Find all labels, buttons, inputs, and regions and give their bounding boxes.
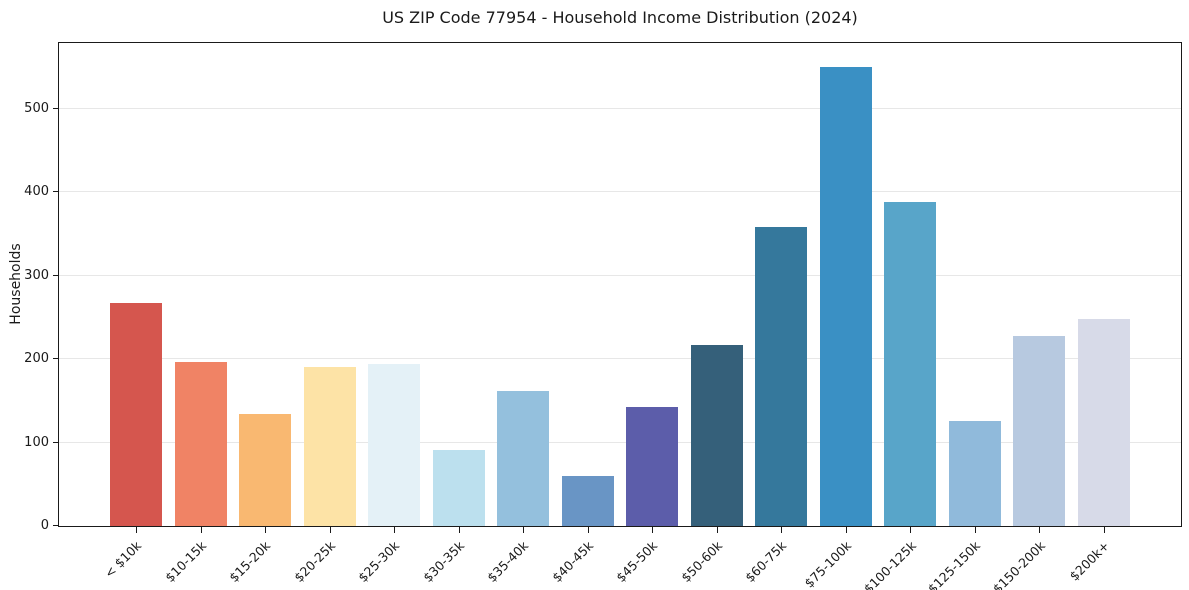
gridline-y-500 <box>59 108 1181 109</box>
bar-20-25k <box>303 367 356 526</box>
bar-15-20k <box>239 414 291 526</box>
x-tick-label: $35-40k <box>484 538 532 586</box>
plot-area: 0 100 200 300 400 500 < $10k $10-15k $15-20k $20-… <box>24 42 1182 590</box>
x-tick-mark <box>200 527 202 533</box>
bar-30-35k <box>432 450 485 526</box>
x-tick-label: $40-45k <box>549 538 597 586</box>
x-tick-label: $15-20k <box>226 538 274 586</box>
x-tick-mark <box>458 527 460 533</box>
gridline-y-300 <box>59 275 1181 276</box>
x-tick-label: $10-15k <box>162 538 210 586</box>
x-tick-label: $50-60k <box>678 538 726 586</box>
y-tick-mark <box>53 191 59 192</box>
x-tick-label: $125-150k <box>924 538 984 590</box>
y-axis-label: Households <box>8 243 24 325</box>
gridline-y-400 <box>59 191 1181 192</box>
bar-25-30k <box>368 364 420 526</box>
x-tick-mark <box>587 527 589 533</box>
bar-35-40k <box>497 390 549 526</box>
bar-10k <box>110 303 162 526</box>
x-tick-mark <box>910 527 911 533</box>
x-tick-mark <box>523 527 524 533</box>
y-tick-label: 200 <box>24 351 49 366</box>
x-tick-mark <box>136 527 137 533</box>
bar-10-15k <box>174 361 227 526</box>
bar-40-45k <box>561 475 614 526</box>
bar-150-200k <box>1013 335 1065 526</box>
x-tick-label: $200k+ <box>1066 538 1113 584</box>
y-tick-mark <box>53 108 59 109</box>
x-tick-label: $60-75k <box>742 538 790 586</box>
x-tick-label: $150-200k <box>989 538 1048 590</box>
gridline-y-200 <box>59 358 1181 359</box>
x-tick-mark <box>974 527 976 533</box>
x-tick-mark <box>1103 527 1105 533</box>
y-tick-label: 500 <box>24 101 49 116</box>
y-tick-label: 100 <box>24 435 49 450</box>
x-tick-mark <box>845 527 847 533</box>
x-tick-mark <box>781 527 782 533</box>
y-tick-label: 0 <box>40 518 49 533</box>
x-tick-mark <box>394 527 395 533</box>
x-tick-label: < $10k <box>101 538 145 581</box>
chart-title: US ZIP Code 77954 - Household Income Dis… <box>382 8 858 27</box>
y-tick-label: 400 <box>24 184 49 199</box>
y-tick-mark <box>53 525 59 526</box>
bar-45-50k <box>626 407 678 526</box>
bar-100-125k <box>884 202 936 526</box>
x-tick-label: $20-25k <box>291 538 339 586</box>
bar-75-100k <box>819 66 872 526</box>
x-tick-label: $100-125k <box>860 538 919 590</box>
bar-200k <box>1077 318 1130 526</box>
bar-50-60k <box>690 344 743 526</box>
x-tick-label: $25-30k <box>355 538 403 586</box>
x-tick-mark <box>329 527 331 533</box>
x-tick-mark <box>265 527 266 533</box>
bar-125-150k <box>948 420 1001 526</box>
x-tick-label: $30-35k <box>420 538 468 586</box>
x-tick-label: $45-50k <box>613 538 661 586</box>
y-tick-mark <box>53 442 59 443</box>
x-tick-mark <box>716 527 718 533</box>
bar-60-75k <box>755 227 807 526</box>
x-tick-label: $75-100k <box>801 538 855 590</box>
x-tick-mark <box>652 527 653 533</box>
y-tick-label: 300 <box>24 268 49 283</box>
gridline-y-100 <box>59 442 1181 443</box>
y-tick-mark <box>53 275 59 276</box>
x-tick-mark <box>1039 527 1040 533</box>
y-tick-mark <box>53 358 59 359</box>
